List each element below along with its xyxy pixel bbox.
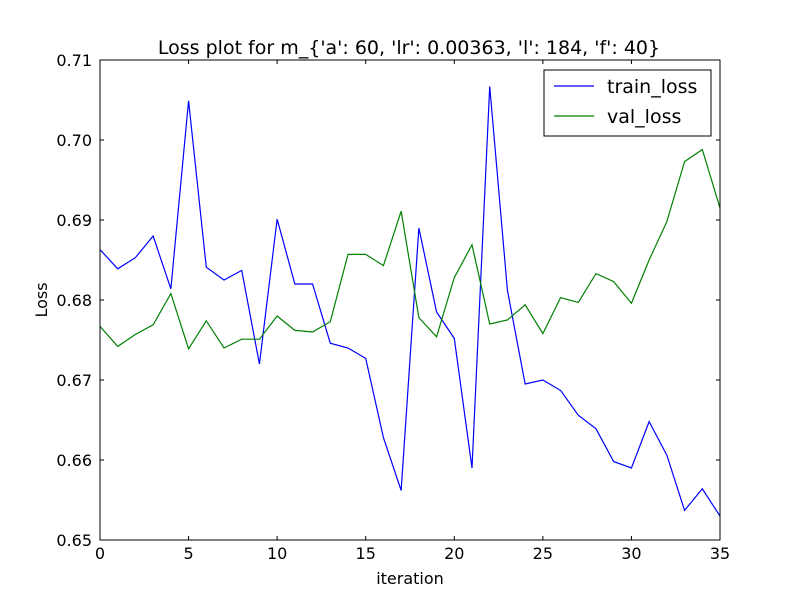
x-tick-label: 35	[710, 544, 730, 563]
y-tick-label: 0.69	[56, 211, 92, 230]
x-tick-label: 5	[183, 544, 193, 563]
y-tick-label: 0.66	[56, 451, 92, 470]
series-line-train-loss	[100, 86, 720, 517]
y-tick-label: 0.65	[56, 531, 92, 550]
y-tick-label: 0.67	[56, 371, 92, 390]
x-axis: 0 5 10 15 20 25 30 35	[95, 60, 730, 563]
x-tick-label: 10	[267, 544, 287, 563]
x-tick-label: 30	[621, 544, 641, 563]
x-tick-label: 20	[444, 544, 464, 563]
x-tick-label: 25	[533, 544, 553, 563]
legend-label-val-loss: val_loss	[607, 106, 681, 128]
plot-lines	[100, 86, 720, 517]
legend-label-train-loss: train_loss	[607, 76, 697, 98]
y-tick-label: 0.71	[56, 51, 92, 70]
y-tick-label: 0.70	[56, 131, 92, 150]
legend: train_loss val_loss	[543, 69, 712, 137]
x-tick-label: 15	[356, 544, 376, 563]
y-axis: 0.65 0.66 0.67 0.68 0.69 0.70 0.71	[56, 51, 720, 550]
x-axis-label: iteration	[376, 569, 444, 588]
chart-title: Loss plot for m_{'a': 60, 'lr': 0.00363,…	[158, 37, 660, 59]
series-line-val-loss	[100, 148, 720, 351]
y-axis-label: Loss	[32, 282, 51, 317]
y-tick-label: 0.68	[56, 291, 92, 310]
x-tick-label: 0	[95, 544, 105, 563]
legend-box	[543, 69, 712, 137]
